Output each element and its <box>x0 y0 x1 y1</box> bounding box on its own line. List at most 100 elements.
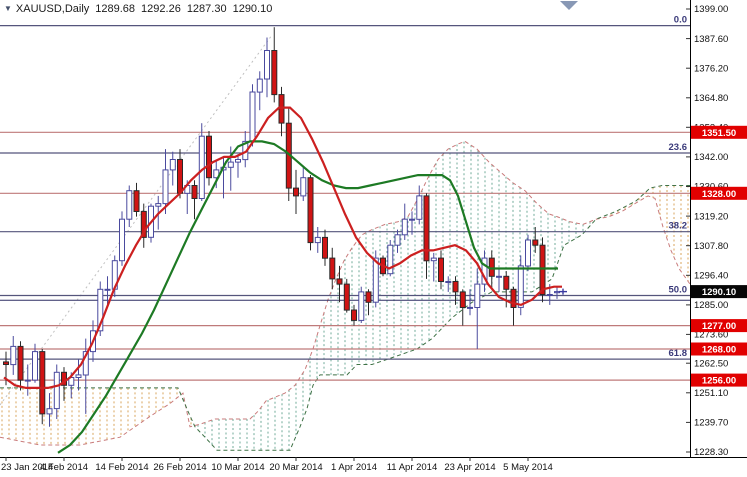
candle <box>140 203 147 248</box>
candle-body <box>488 257 495 277</box>
collapse-triangle-icon[interactable]: ▼ <box>4 4 12 13</box>
candle <box>336 265 343 303</box>
chart-shift-marker[interactable] <box>560 1 578 10</box>
candle-body <box>532 239 539 246</box>
candle-body <box>387 244 394 275</box>
candle <box>554 286 560 299</box>
candle <box>169 151 176 186</box>
candle <box>17 341 24 391</box>
senkou-span-b-line <box>0 185 690 451</box>
x-axis-tick-label: 14 Feb 2014 <box>95 462 148 473</box>
candle <box>394 229 401 253</box>
sr-price-label-bg <box>691 373 747 387</box>
candle <box>46 393 53 427</box>
y-axis-tick-label: 1262.50 <box>694 358 728 369</box>
fib-level-label: 50.0 <box>669 285 688 296</box>
y-axis-tick-label: 1228.30 <box>694 447 728 458</box>
candle <box>481 250 488 292</box>
candle-body <box>97 288 104 332</box>
candle-body <box>423 195 430 262</box>
fib-level-label: 61.8 <box>669 348 688 359</box>
sr-price-label-bg <box>691 186 747 200</box>
y-axis-tick-label: 1251.10 <box>694 388 728 399</box>
bid-price-label-text: 1290.10 <box>702 287 736 298</box>
candle <box>430 252 437 282</box>
candle-body <box>467 306 473 309</box>
candle-body <box>322 236 328 259</box>
candle <box>24 364 31 396</box>
candle-body <box>3 361 9 365</box>
candle <box>358 286 365 323</box>
candle-body <box>554 291 560 294</box>
candle <box>53 364 60 419</box>
candle <box>278 86 285 137</box>
candle-body <box>438 257 444 283</box>
candle <box>227 146 234 191</box>
candle <box>133 182 140 217</box>
candle-body <box>343 283 350 311</box>
candle <box>467 289 473 316</box>
candle <box>235 154 241 178</box>
candle-body <box>394 234 401 246</box>
candle <box>75 359 82 391</box>
candle-body <box>133 190 140 212</box>
candle-body <box>336 278 343 285</box>
candle <box>365 289 372 316</box>
y-axis-tick-label: 1342.00 <box>694 152 728 163</box>
candle-body <box>39 351 46 415</box>
chart-symbol-label: XAUUSD,Daily <box>15 3 90 15</box>
candle-body <box>416 195 423 220</box>
candle <box>191 180 198 220</box>
candle-body <box>401 218 408 236</box>
candle <box>206 131 212 186</box>
candle <box>416 185 423 225</box>
candle-body <box>293 187 299 197</box>
fib-level-label: 38.2 <box>669 221 688 232</box>
candle-body <box>539 244 546 295</box>
candle <box>438 250 444 290</box>
sr-price-label: 1277.00 <box>691 319 747 333</box>
sr-price-label: 1351.50 <box>691 125 747 139</box>
candle-body <box>32 351 38 381</box>
candle <box>32 343 38 383</box>
x-axis-tick-label: 4 Feb 2014 <box>40 462 88 473</box>
candle <box>126 185 133 227</box>
candle-body <box>452 281 459 293</box>
y-axis-tick-label: 1273.60 <box>694 330 728 341</box>
candle-body <box>155 203 162 207</box>
candle-body <box>177 159 183 194</box>
senkou-span-a-line <box>0 140 691 446</box>
candle <box>351 304 357 326</box>
candle-body <box>227 161 234 168</box>
candle <box>423 193 430 279</box>
candle-body <box>430 257 437 262</box>
ohlc-open: 1289.68 <box>95 3 136 15</box>
red-indicator-line <box>3 106 562 389</box>
candle-body <box>104 288 111 291</box>
x-axis-tick-label: 23 Apr 2014 <box>444 462 495 473</box>
candle <box>401 203 408 240</box>
candle-body <box>46 408 53 415</box>
candle <box>474 268 481 349</box>
candle-body <box>517 265 524 308</box>
candle-body <box>474 283 481 309</box>
x-axis-tick-label: 1 Apr 2014 <box>331 462 377 473</box>
x-axis-tick-label: 26 Feb 2014 <box>153 462 206 473</box>
candles-layer <box>3 27 560 427</box>
candle-body <box>503 275 510 290</box>
candle-body <box>162 169 169 205</box>
x-axis-tick-label: 23 Jan 2014 <box>1 462 53 473</box>
price-scale[interactable]: 1399.001387.601376.201364.801353.401342.… <box>686 4 728 458</box>
candle <box>539 237 546 303</box>
y-axis-tick-label: 1364.80 <box>694 93 728 104</box>
sr-price-label-bg <box>691 125 747 139</box>
candle-body <box>525 239 531 267</box>
candle-body <box>10 345 17 366</box>
fib-trendline[interactable] <box>0 34 273 406</box>
candle <box>387 240 394 277</box>
x-axis-tick-label: 5 May 2014 <box>503 462 553 473</box>
green-indicator-line <box>57 140 558 454</box>
